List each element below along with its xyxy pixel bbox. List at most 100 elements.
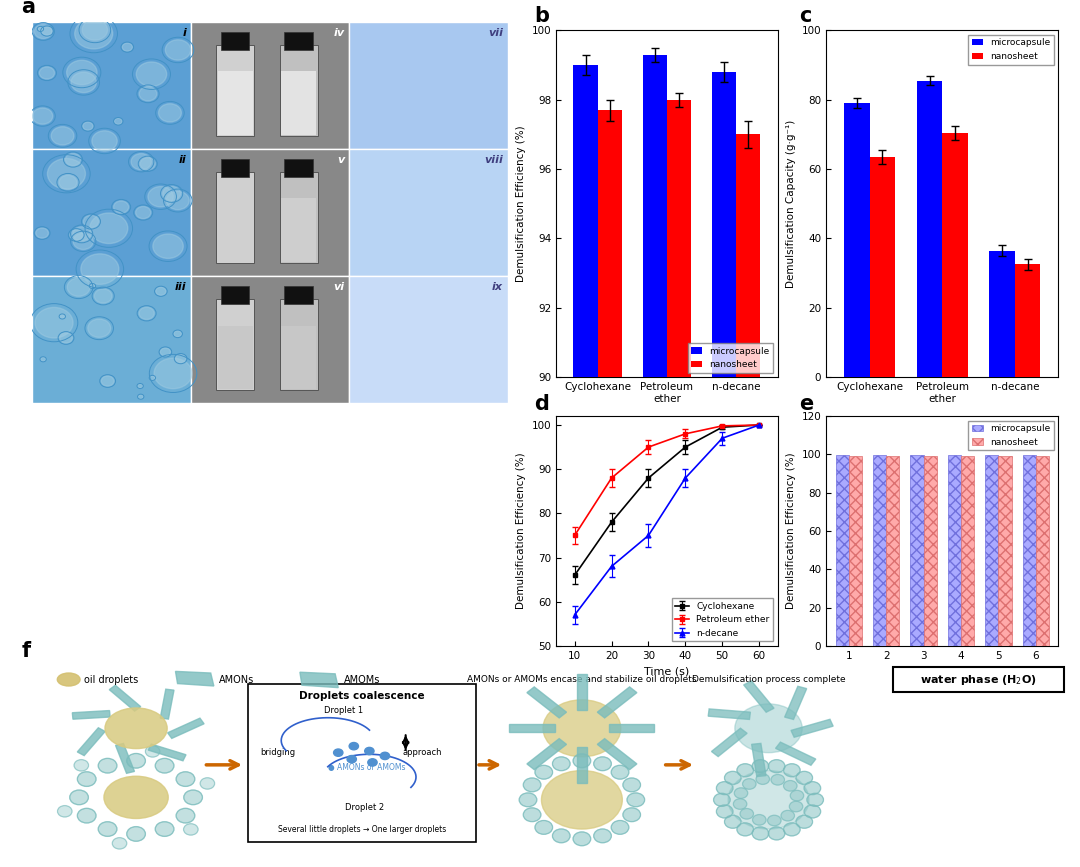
Polygon shape	[609, 724, 654, 733]
Text: Droplets coalescence: Droplets coalescence	[299, 691, 424, 701]
Circle shape	[59, 333, 72, 343]
Polygon shape	[160, 689, 174, 719]
Circle shape	[38, 27, 43, 31]
Circle shape	[139, 87, 157, 101]
Circle shape	[524, 778, 541, 792]
Circle shape	[553, 829, 570, 843]
Bar	[869, 157, 895, 377]
Circle shape	[90, 284, 95, 288]
Circle shape	[35, 24, 52, 39]
Bar	[989, 251, 1015, 377]
Circle shape	[347, 755, 356, 763]
Polygon shape	[708, 709, 751, 720]
Circle shape	[160, 348, 171, 356]
X-axis label: Time (s): Time (s)	[645, 667, 689, 676]
Ellipse shape	[541, 771, 622, 829]
Polygon shape	[167, 718, 204, 739]
Circle shape	[92, 131, 118, 151]
Circle shape	[35, 308, 73, 338]
Circle shape	[51, 127, 73, 145]
Circle shape	[791, 791, 804, 801]
Y-axis label: Demulsification Efficiency (%): Demulsification Efficiency (%)	[516, 126, 526, 282]
Circle shape	[805, 782, 821, 795]
Bar	[873, 455, 886, 646]
Polygon shape	[597, 687, 637, 718]
Bar	[32, 22, 191, 149]
Circle shape	[136, 206, 151, 218]
Legend: Cyclohexane, Petroleum ether, n-decane: Cyclohexane, Petroleum ether, n-decane	[672, 598, 773, 642]
Polygon shape	[148, 744, 186, 761]
Circle shape	[78, 772, 96, 786]
Circle shape	[714, 793, 730, 806]
Circle shape	[73, 233, 93, 250]
Text: d: d	[535, 394, 550, 414]
Bar	[218, 71, 253, 135]
Circle shape	[166, 192, 189, 210]
Circle shape	[59, 315, 65, 318]
Circle shape	[796, 772, 812, 785]
Text: vii: vii	[488, 28, 503, 38]
Circle shape	[771, 774, 784, 785]
Circle shape	[805, 805, 821, 818]
Circle shape	[83, 215, 98, 227]
Circle shape	[138, 394, 144, 399]
Text: iv: iv	[334, 28, 345, 38]
Circle shape	[733, 799, 746, 809]
Circle shape	[807, 793, 823, 806]
Bar	[281, 199, 316, 262]
Polygon shape	[72, 711, 110, 720]
Bar	[737, 134, 760, 867]
Circle shape	[90, 213, 127, 244]
Circle shape	[611, 766, 629, 779]
Text: Droplet 2: Droplet 2	[345, 804, 383, 812]
Circle shape	[535, 766, 553, 779]
Text: Several little droplets → One larger droplets: Several little droplets → One larger dro…	[278, 825, 446, 834]
Circle shape	[75, 18, 112, 49]
Circle shape	[159, 104, 181, 122]
Bar	[216, 299, 254, 390]
Circle shape	[122, 43, 133, 51]
Bar	[961, 456, 974, 646]
Bar	[32, 149, 191, 276]
Circle shape	[768, 759, 785, 772]
Circle shape	[67, 60, 97, 85]
Bar	[281, 326, 316, 389]
Circle shape	[768, 815, 781, 825]
Text: v: v	[337, 155, 345, 166]
Polygon shape	[175, 671, 214, 686]
Ellipse shape	[734, 704, 802, 753]
Circle shape	[75, 759, 89, 771]
Circle shape	[156, 287, 166, 296]
Text: c: c	[799, 6, 811, 26]
Circle shape	[126, 826, 146, 841]
Bar	[280, 44, 318, 136]
Bar	[942, 133, 968, 377]
Bar	[597, 110, 622, 867]
Circle shape	[36, 228, 49, 238]
Circle shape	[594, 757, 611, 771]
Circle shape	[41, 357, 45, 362]
Circle shape	[126, 753, 146, 768]
Legend: microcapsule, nanosheet: microcapsule, nanosheet	[969, 420, 1054, 451]
Text: approach: approach	[403, 748, 442, 757]
Circle shape	[57, 805, 72, 817]
Bar	[886, 456, 900, 646]
Bar	[836, 455, 849, 646]
Text: ● AMONs or AMOMs: ● AMONs or AMOMs	[328, 763, 405, 772]
Circle shape	[594, 829, 611, 843]
Circle shape	[71, 72, 96, 93]
Circle shape	[70, 790, 89, 805]
Circle shape	[334, 749, 343, 756]
Text: f: f	[22, 641, 30, 661]
Circle shape	[174, 331, 181, 337]
Polygon shape	[791, 720, 833, 737]
Polygon shape	[597, 739, 637, 770]
Circle shape	[153, 234, 184, 258]
Circle shape	[716, 782, 733, 795]
Circle shape	[82, 20, 108, 40]
Ellipse shape	[543, 700, 621, 757]
Bar	[985, 455, 999, 646]
Bar	[32, 276, 191, 403]
Bar	[191, 22, 349, 149]
Circle shape	[365, 747, 374, 754]
